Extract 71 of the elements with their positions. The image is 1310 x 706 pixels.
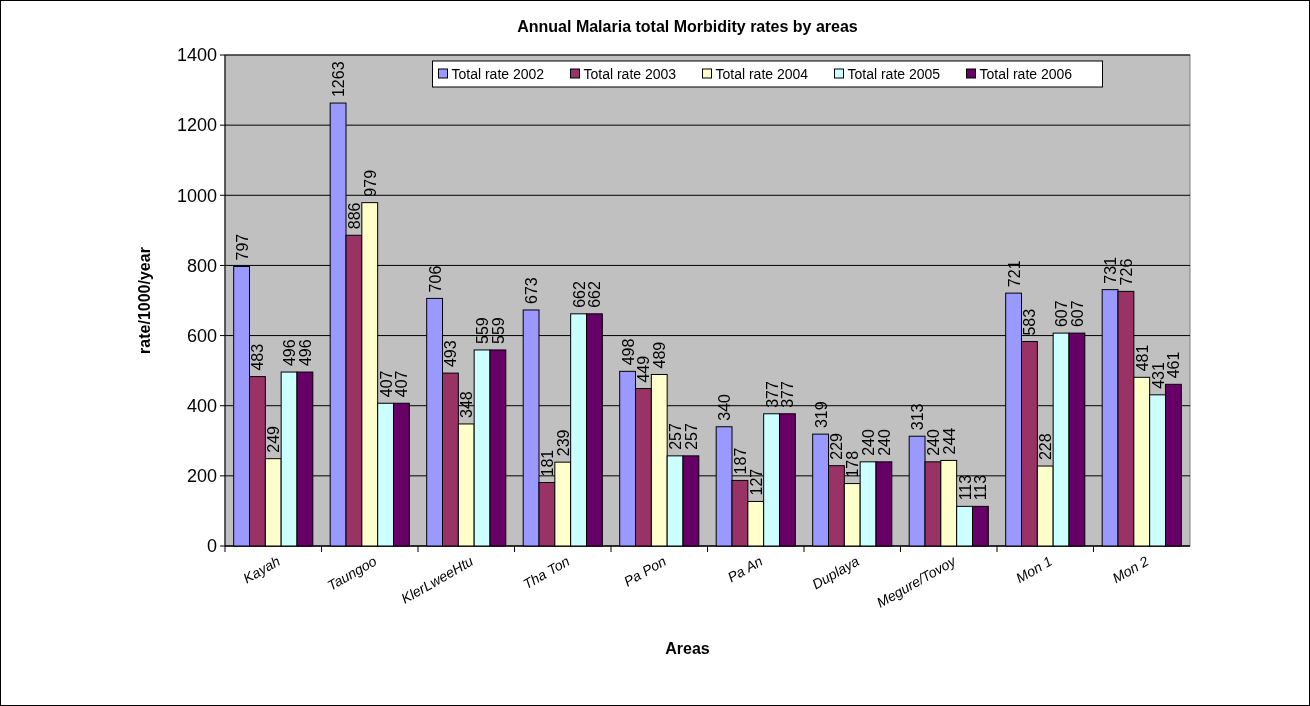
data-label: 113 [972,474,990,501]
data-label: 662 [570,281,588,308]
data-label: 489 [651,341,669,369]
x-tick-label: Pa An [724,552,766,586]
data-label: 319 [812,401,830,429]
data-label: 493 [442,340,460,368]
data-label: 721 [1005,260,1023,288]
data-label: 229 [828,432,846,460]
data-label: 583 [1021,308,1039,336]
y-axis-title: rate/1000/year [136,247,153,354]
data-label: 340 [716,393,734,421]
data-label: 249 [265,425,283,453]
data-label: 178 [844,450,862,478]
data-label: 481 [1133,344,1151,372]
y-tick-label: 1000 [176,185,217,206]
x-tick-label: Pa Pon [620,552,669,590]
data-label: 244 [940,427,958,455]
data-label: 673 [523,277,541,304]
legend-label: Total rate 2002 [451,66,545,82]
data-label: 461 [1165,351,1183,379]
data-label: 559 [489,317,507,344]
data-label: 228 [1037,433,1055,461]
data-label: 431 [1149,362,1167,389]
data-label: 449 [635,355,653,383]
data-label: 559 [474,317,492,344]
y-tick-label: 400 [186,396,217,417]
legend-label: Total rate 2003 [583,66,677,82]
data-label: 797 [233,233,251,261]
y-tick-label: 200 [186,466,217,487]
y-tick-label: 1400 [176,45,217,66]
data-label: 731 [1102,256,1120,284]
data-label: 348 [458,391,476,418]
data-label: 662 [586,281,604,308]
legend-label: Total rate 2006 [979,66,1073,82]
data-label: 257 [682,423,700,450]
x-tick-label: Mon 1 [1013,552,1055,587]
data-label: 607 [1068,300,1086,328]
data-label: 1263 [330,61,348,98]
data-label: 706 [426,265,444,293]
data-label: 240 [860,429,878,456]
y-tick-label: 600 [186,325,217,346]
data-label: 127 [747,468,765,496]
data-label: 313 [909,403,927,431]
y-tick-label: 800 [186,255,217,276]
data-label: 181 [538,449,556,477]
x-tick-label: Mon 2 [1109,552,1152,587]
data-label: 607 [1053,300,1071,328]
data-label: 498 [619,338,637,366]
y-tick-label: 1200 [176,115,217,136]
y-tick-label: 0 [206,536,217,557]
data-label: 407 [393,370,411,398]
x-tick-label: Tha Ton [520,552,573,593]
legend-label: Total rate 2005 [847,66,941,82]
data-label: 407 [377,370,395,398]
data-label: 240 [875,429,893,456]
data-label: 377 [763,380,781,408]
data-label: 496 [281,339,299,367]
x-axis-title: Areas [665,640,710,657]
data-label: 240 [924,429,942,456]
data-label: 113 [956,474,974,501]
data-label: 187 [731,447,749,475]
legend-label: Total rate 2004 [715,66,809,82]
data-label: 979 [361,169,379,197]
data-label: 726 [1117,258,1135,286]
data-label: 483 [249,343,267,371]
chart-title: Annual Malaria total Morbidity rates by areas [517,18,858,35]
data-label: 496 [296,339,314,367]
data-label: 239 [554,429,572,457]
data-label: 886 [345,202,363,230]
data-label: 257 [667,423,685,450]
data-label: 377 [779,380,797,408]
